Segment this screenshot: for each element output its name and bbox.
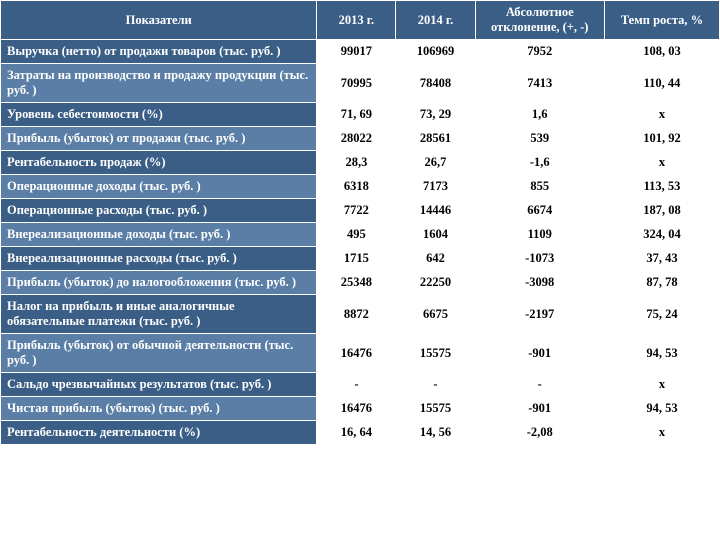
table-row: Внереализационные доходы (тыс. руб. ) 49… [1,223,720,247]
cell-dev: 539 [475,127,604,151]
cell-dev: -901 [475,397,604,421]
cell-dev: 855 [475,175,604,199]
cell-2013: 99017 [317,40,396,64]
cell-2013: 16476 [317,397,396,421]
table-header-row: Показатели 2013 г. 2014 г. Абсолютное от… [1,1,720,40]
cell-dev: -2,08 [475,421,604,445]
table-row: Налог на прибыль и иные аналогичные обяз… [1,295,720,334]
cell-2013: 7722 [317,199,396,223]
cell-2013: 71, 69 [317,103,396,127]
table-row: Прибыль (убыток) от продажи (тыс. руб. )… [1,127,720,151]
cell-rate: 37, 43 [604,247,719,271]
cell-2014: 642 [396,247,475,271]
cell-dev: -3098 [475,271,604,295]
cell-2014: 73, 29 [396,103,475,127]
cell-dev: 6674 [475,199,604,223]
row-label: Рентабельность продаж (%) [1,151,317,175]
table-row: Затраты на производство и продажу продук… [1,64,720,103]
cell-dev: 1109 [475,223,604,247]
table-row: Чистая прибыль (убыток) (тыс. руб. ) 164… [1,397,720,421]
cell-2014: 22250 [396,271,475,295]
cell-dev: 7413 [475,64,604,103]
table-row: Операционные доходы (тыс. руб. ) 6318 71… [1,175,720,199]
cell-2014: 78408 [396,64,475,103]
row-label: Налог на прибыль и иные аналогичные обяз… [1,295,317,334]
cell-2013: 16476 [317,334,396,373]
cell-rate: 187, 08 [604,199,719,223]
cell-rate: 94, 53 [604,334,719,373]
cell-2013: - [317,373,396,397]
cell-2013: 6318 [317,175,396,199]
cell-rate: 110, 44 [604,64,719,103]
cell-rate: 101, 92 [604,127,719,151]
financial-table: Показатели 2013 г. 2014 г. Абсолютное от… [0,0,720,445]
table-row: Операционные расходы (тыс. руб. ) 7722 1… [1,199,720,223]
table-row: Сальдо чрезвычайных результатов (тыс. ру… [1,373,720,397]
cell-2014: 15575 [396,397,475,421]
cell-2014: 7173 [396,175,475,199]
col-header-rate: Темп роста, % [604,1,719,40]
cell-rate: х [604,151,719,175]
cell-2014: 14, 56 [396,421,475,445]
table-row: Рентабельность продаж (%) 28,3 26,7 -1,6… [1,151,720,175]
cell-2014: 1604 [396,223,475,247]
cell-2013: 1715 [317,247,396,271]
cell-2014: 14446 [396,199,475,223]
row-label: Прибыль (убыток) до налогообложения (тыс… [1,271,317,295]
cell-rate: х [604,421,719,445]
row-label: Операционные расходы (тыс. руб. ) [1,199,317,223]
col-header-2013: 2013 г. [317,1,396,40]
row-label: Рентабельность деятельности (%) [1,421,317,445]
cell-2013: 28,3 [317,151,396,175]
row-label: Прибыль (убыток) от продажи (тыс. руб. ) [1,127,317,151]
cell-dev: - [475,373,604,397]
cell-2013: 70995 [317,64,396,103]
cell-rate: 324, 04 [604,223,719,247]
cell-2014: 15575 [396,334,475,373]
table-row: Внереализационные расходы (тыс. руб. ) 1… [1,247,720,271]
col-header-indicators: Показатели [1,1,317,40]
cell-2013: 25348 [317,271,396,295]
table-row: Уровень себестоимости (%) 71, 69 73, 29 … [1,103,720,127]
table-row: Прибыль (убыток) от обычной деятельности… [1,334,720,373]
col-header-deviation: Абсолютное отклонение, (+, -) [475,1,604,40]
col-header-2014: 2014 г. [396,1,475,40]
row-label: Внереализационные расходы (тыс. руб. ) [1,247,317,271]
cell-dev: -1,6 [475,151,604,175]
cell-rate: 75, 24 [604,295,719,334]
cell-2014: - [396,373,475,397]
table-row: Рентабельность деятельности (%) 16, 64 1… [1,421,720,445]
cell-2014: 26,7 [396,151,475,175]
table-body: Выручка (нетто) от продажи товаров (тыс.… [1,40,720,445]
cell-rate: 87, 78 [604,271,719,295]
cell-rate: х [604,103,719,127]
row-label: Выручка (нетто) от продажи товаров (тыс.… [1,40,317,64]
cell-dev: 1,6 [475,103,604,127]
cell-dev: -2197 [475,295,604,334]
cell-dev: -1073 [475,247,604,271]
row-label: Сальдо чрезвычайных результатов (тыс. ру… [1,373,317,397]
financial-table-container: Показатели 2013 г. 2014 г. Абсолютное от… [0,0,720,540]
table-row: Прибыль (убыток) до налогообложения (тыс… [1,271,720,295]
row-label: Прибыль (убыток) от обычной деятельности… [1,334,317,373]
cell-2014: 6675 [396,295,475,334]
cell-dev: -901 [475,334,604,373]
cell-dev: 7952 [475,40,604,64]
cell-2014: 28561 [396,127,475,151]
table-row: Выручка (нетто) от продажи товаров (тыс.… [1,40,720,64]
cell-2013: 16, 64 [317,421,396,445]
cell-2013: 28022 [317,127,396,151]
row-label: Затраты на производство и продажу продук… [1,64,317,103]
cell-rate: 94, 53 [604,397,719,421]
cell-2013: 495 [317,223,396,247]
cell-rate: х [604,373,719,397]
cell-2014: 106969 [396,40,475,64]
cell-2013: 8872 [317,295,396,334]
row-label: Чистая прибыль (убыток) (тыс. руб. ) [1,397,317,421]
row-label: Уровень себестоимости (%) [1,103,317,127]
row-label: Операционные доходы (тыс. руб. ) [1,175,317,199]
cell-rate: 113, 53 [604,175,719,199]
cell-rate: 108, 03 [604,40,719,64]
row-label: Внереализационные доходы (тыс. руб. ) [1,223,317,247]
